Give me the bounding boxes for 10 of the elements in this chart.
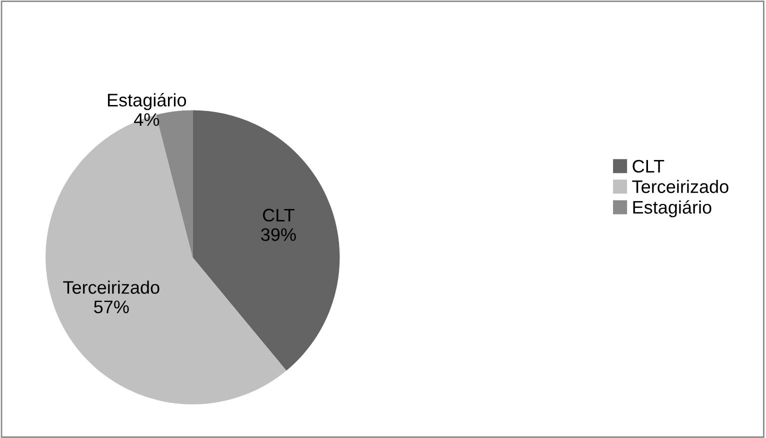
data-label: 39% (261, 228, 296, 242)
slice-label: CLT (262, 208, 294, 222)
legend-label: Terceirizado (632, 180, 728, 194)
pie-slice (192, 110, 340, 371)
legend-label: Estagiário (633, 200, 712, 218)
legend-label: CLT (632, 160, 664, 173)
data-label: 4% (134, 113, 160, 126)
slice-label: Estagiário (108, 93, 186, 110)
slice-label: Terceirizado (63, 280, 160, 294)
data-label: 57% (94, 300, 129, 314)
